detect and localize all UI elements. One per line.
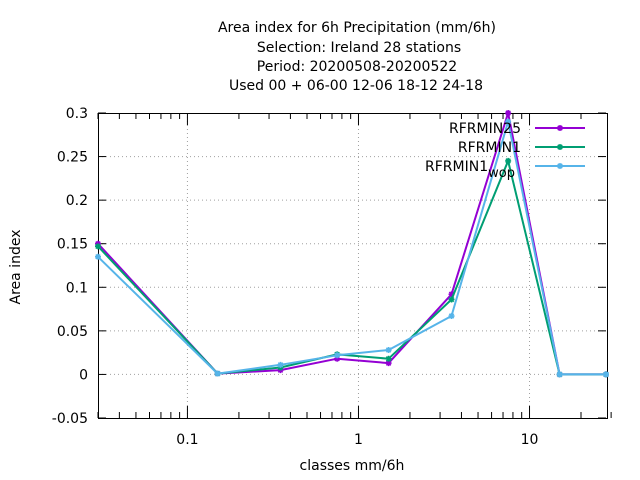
y-tick-label: 0.3 (66, 106, 88, 122)
data-point (448, 296, 455, 303)
data-point (95, 253, 101, 260)
title-line-3: Period: 20200508-20200522 (257, 59, 457, 75)
series-lines (95, 110, 609, 378)
grid (98, 113, 606, 418)
x-tick-label: 0.1 (176, 432, 198, 448)
axis-ticks: -0.05 0 0.05 0.1 0.15 0.2 0.25 0.3 0.1 1 10 (52, 106, 612, 448)
x-axis-label: classes mm/6h (300, 458, 405, 474)
plot-frame (98, 113, 608, 419)
data-point (334, 355, 341, 362)
data-point (385, 347, 392, 354)
legend-marker-1 (557, 144, 563, 150)
title-line-4: Used 00 + 06-00 12-06 18-12 24-18 (229, 78, 483, 94)
legend-label-1: RFRMIN1 (458, 140, 521, 156)
data-point (448, 291, 455, 298)
y-tick-label: -0.05 (52, 411, 88, 427)
title-line-2: Selection: Ireland 28 stations (257, 40, 461, 56)
legend-label-2: RFRMIN1wop (425, 159, 515, 181)
x-tick-label: 1 (354, 432, 363, 448)
data-point (277, 361, 284, 368)
data-point (505, 157, 512, 164)
data-point (505, 118, 512, 125)
chart-title: Area index for 6h Precipitation (mm/6h) … (218, 20, 496, 94)
series-line-1 (97, 159, 606, 376)
data-point (385, 360, 392, 367)
y-tick-label: 0.2 (66, 193, 88, 209)
title-line-1: Area index for 6h Precipitation (mm/6h) (218, 20, 496, 36)
y-tick-label: 0.25 (57, 150, 88, 166)
data-point (448, 313, 455, 320)
x-tick-label: 10 (521, 432, 539, 448)
data-point (505, 110, 512, 116)
legend: RFRMIN25 RFRMIN1 RFRMIN1wop (425, 121, 585, 181)
legend-marker-2 (557, 163, 563, 169)
data-point (95, 243, 101, 250)
legend-label-0: RFRMIN25 (449, 121, 521, 137)
y-axis-label: Area index (8, 230, 24, 305)
data-point (556, 371, 563, 378)
data-point (603, 371, 609, 378)
data-point (334, 352, 341, 359)
y-tick-label: 0.15 (57, 237, 88, 253)
y-tick-label: 0.05 (57, 324, 88, 340)
legend-marker-0 (557, 125, 563, 131)
y-tick-label: 0 (79, 367, 88, 383)
y-tick-label: 0.1 (66, 280, 88, 296)
data-point (214, 370, 221, 377)
data-point (385, 355, 392, 362)
